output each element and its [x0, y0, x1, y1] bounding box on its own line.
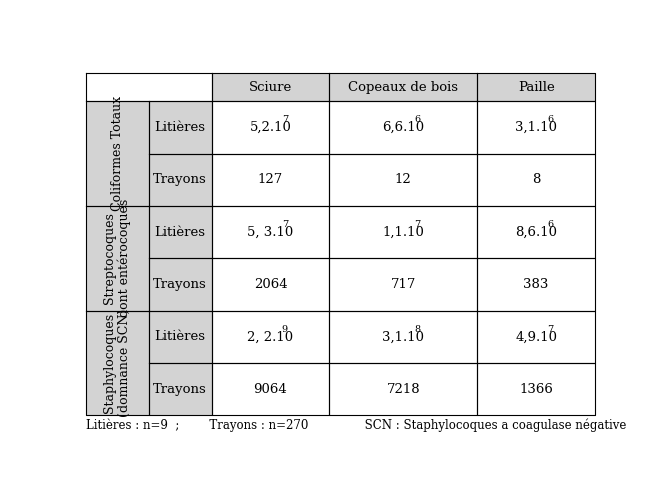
Text: 7218: 7218 [386, 383, 420, 396]
Text: 6: 6 [414, 115, 421, 124]
Bar [86, 311, 149, 415]
Text: 12: 12 [395, 173, 412, 186]
Text: 8,6.10: 8,6.10 [515, 226, 557, 239]
Bar [477, 311, 595, 363]
Bar [212, 101, 329, 154]
Text: Litières : n=9  ;        Trayons : n=270               SCN : Staphylocoques a co: Litières : n=9 ; Trayons : n=270 SCN : S… [86, 418, 626, 432]
Text: Copeaux de bois: Copeaux de bois [349, 81, 458, 94]
Text: 6: 6 [547, 115, 554, 124]
Text: Staphylocoques
(domnance SCN): Staphylocoques (domnance SCN) [103, 309, 131, 417]
Bar [149, 258, 212, 311]
Bar [86, 73, 212, 101]
Bar [329, 154, 477, 206]
Text: 383: 383 [523, 278, 549, 291]
Text: 6,6.10: 6,6.10 [382, 121, 424, 134]
Text: Paille: Paille [518, 81, 554, 94]
Text: 127: 127 [258, 173, 283, 186]
Text: 1366: 1366 [519, 383, 553, 396]
Text: 9: 9 [282, 325, 288, 334]
Text: 3,1.10: 3,1.10 [515, 121, 557, 134]
Bar [149, 311, 212, 363]
Text: Litières: Litières [155, 226, 206, 239]
Text: Trayons: Trayons [153, 383, 207, 396]
Text: 8: 8 [414, 325, 421, 334]
Bar [477, 73, 595, 101]
Text: 7: 7 [282, 115, 288, 124]
Bar [477, 154, 595, 206]
Text: Coliformes Totaux: Coliformes Totaux [111, 96, 124, 211]
Text: Trayons: Trayons [153, 278, 207, 291]
Text: Streptocoques
dont entérocoques: Streptocoques dont entérocoques [103, 199, 131, 317]
Text: 717: 717 [390, 278, 416, 291]
Text: 4,9.10: 4,9.10 [515, 330, 557, 343]
Bar [212, 258, 329, 311]
Bar [329, 258, 477, 311]
Bar [329, 206, 477, 258]
Text: 6: 6 [547, 220, 554, 229]
Text: 1,1.10: 1,1.10 [382, 226, 424, 239]
Bar [329, 101, 477, 154]
Bar [329, 73, 477, 101]
Bar [477, 363, 595, 415]
Text: 7: 7 [414, 220, 421, 229]
Bar [149, 363, 212, 415]
Text: Litières: Litières [155, 121, 206, 134]
Bar [86, 206, 149, 311]
Text: Litières: Litières [155, 330, 206, 343]
Bar [329, 363, 477, 415]
Text: 2064: 2064 [254, 278, 288, 291]
Bar [477, 206, 595, 258]
Text: 8: 8 [532, 173, 540, 186]
Text: Sciure: Sciure [249, 81, 292, 94]
Text: Trayons: Trayons [153, 173, 207, 186]
Text: 5,2.10: 5,2.10 [250, 121, 291, 134]
Bar [149, 206, 212, 258]
Text: 2, 2.10: 2, 2.10 [248, 330, 293, 343]
Text: 7: 7 [547, 325, 554, 334]
Bar [212, 154, 329, 206]
Bar [212, 73, 329, 101]
Bar [329, 311, 477, 363]
Text: 3,1.10: 3,1.10 [382, 330, 424, 343]
Text: 9064: 9064 [254, 383, 288, 396]
Bar [477, 101, 595, 154]
Bar [86, 101, 149, 206]
Bar [149, 101, 212, 154]
Text: 5, 3.10: 5, 3.10 [247, 226, 293, 239]
Text: 7: 7 [282, 220, 288, 229]
Bar [212, 363, 329, 415]
Bar [212, 206, 329, 258]
Bar [477, 258, 595, 311]
Bar [149, 154, 212, 206]
Bar [212, 311, 329, 363]
